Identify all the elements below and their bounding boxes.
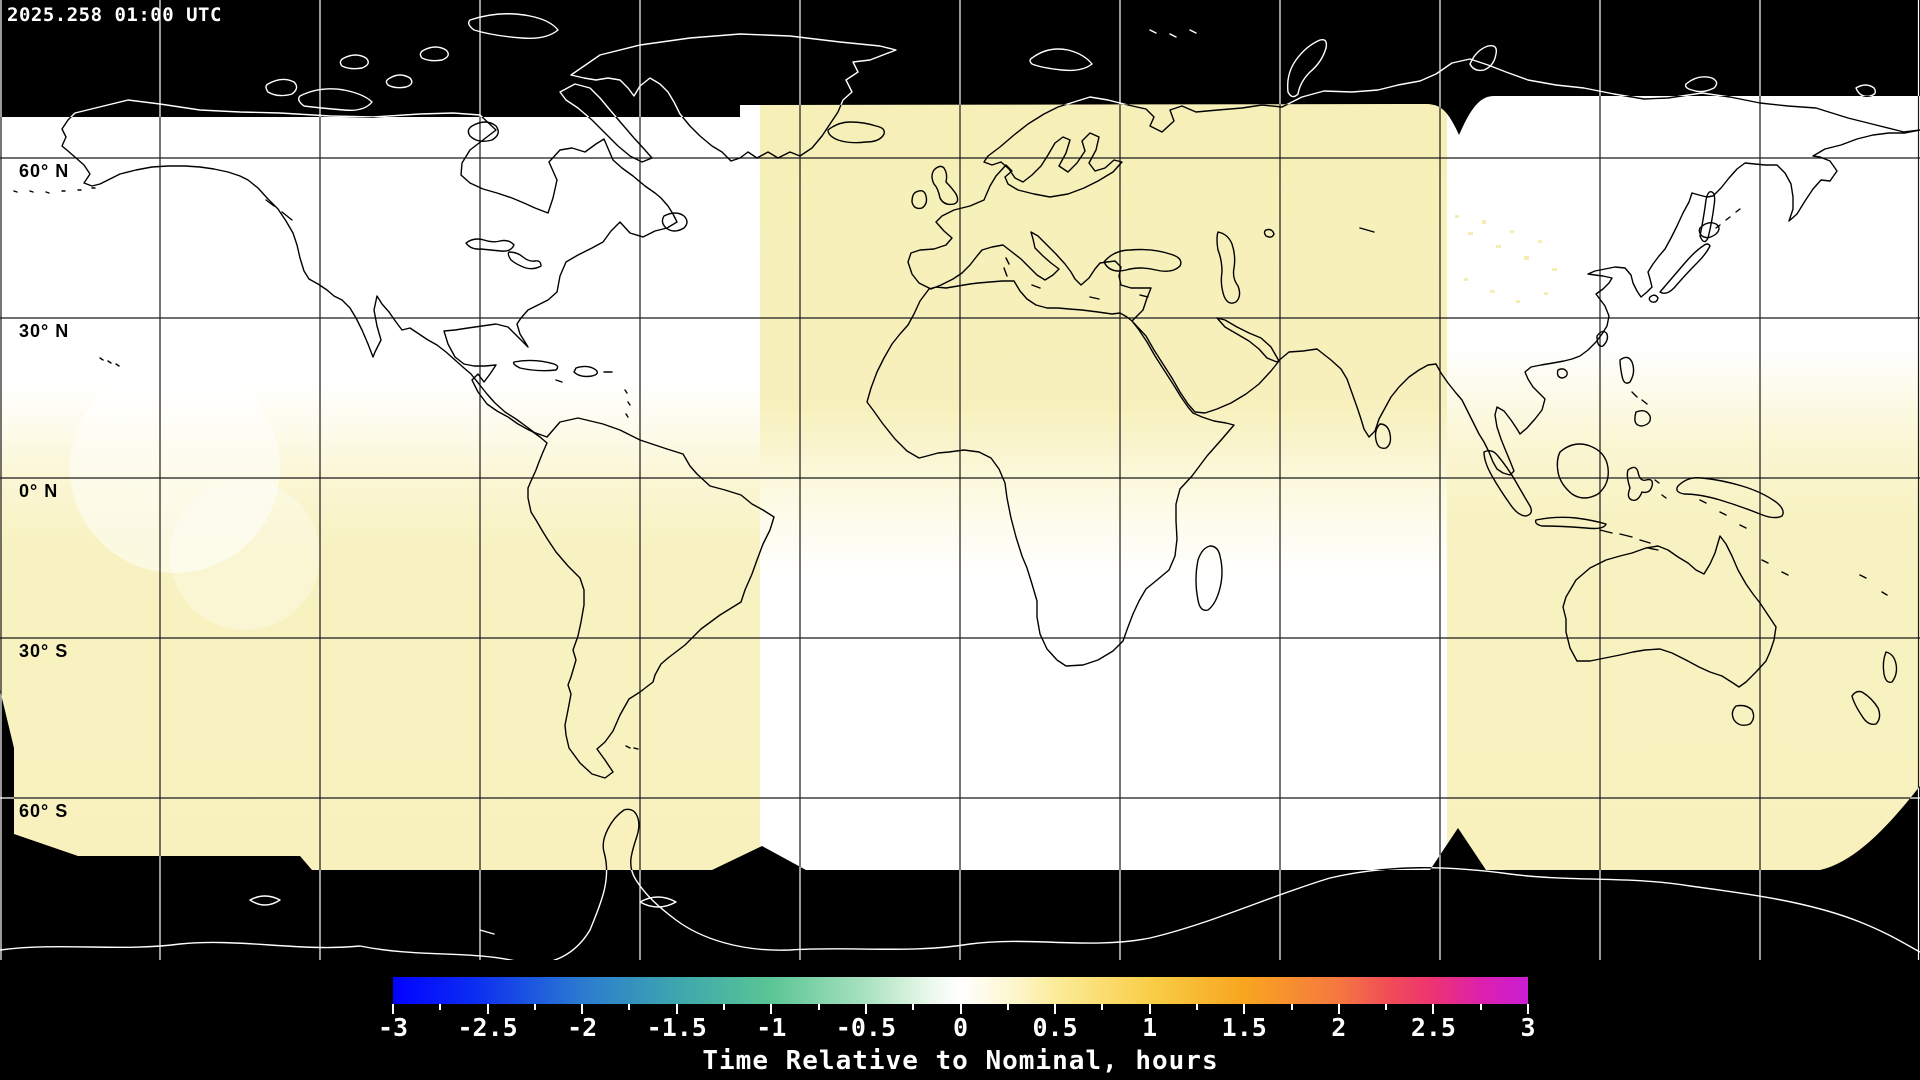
- latitude-label-60s: 60° S: [19, 801, 69, 821]
- colorbar-major-tick: [675, 1004, 678, 1014]
- colorbar-minor-tick: [1385, 1004, 1388, 1010]
- colorbar-major-tick: [1054, 1004, 1057, 1014]
- colorbar-major-tick: [770, 1004, 773, 1014]
- colorbar-minor-tick: [1006, 1004, 1009, 1010]
- colorbar-minor-tick: [1195, 1004, 1198, 1010]
- colorbar-tick-label: -1.5: [646, 1013, 707, 1042]
- colorbar-minor-tick: [817, 1004, 820, 1010]
- colorbar-major-tick: [1148, 1004, 1151, 1014]
- colorbar-minor-tick: [1290, 1004, 1293, 1010]
- colorbar-minor-tick: [912, 1004, 915, 1010]
- colorbar-minor-tick: [1479, 1004, 1482, 1010]
- colorbar-minor-tick: [723, 1004, 726, 1010]
- colorbar-tick-label: 1.5: [1221, 1013, 1267, 1042]
- colorbar-major-tick: [581, 1004, 584, 1014]
- colorbar-tick-label: -3: [377, 1013, 409, 1042]
- latitude-label-30s: 30° S: [19, 641, 69, 661]
- latitude-label-30n: 30° N: [19, 321, 70, 341]
- colorbar-major-tick: [1432, 1004, 1435, 1014]
- colorbar-tick-label: 1: [1142, 1013, 1158, 1042]
- colorbar-tick-label: -2.5: [457, 1013, 518, 1042]
- colorbar-gradient: [393, 977, 1528, 1004]
- colorbar-tick-label: 3: [1520, 1013, 1536, 1042]
- timestamp-label: 2025.258 01:00 UTC: [7, 4, 222, 26]
- colorbar-tick-label: 0: [952, 1013, 969, 1042]
- latitude-label-60n: 60° N: [19, 161, 70, 181]
- dither-speckles: [1455, 215, 1557, 303]
- colorbar-major-tick: [1243, 1004, 1246, 1014]
- colorbar-minor-tick: [1101, 1004, 1104, 1010]
- colorbar-tick-label: 0.5: [1032, 1013, 1078, 1042]
- world-map-svg: [0, 0, 1920, 965]
- colorbar-major-tick: [864, 1004, 867, 1014]
- colorbar-tick-label: -1: [756, 1013, 787, 1042]
- latitude-label-0n: 0° N: [19, 481, 59, 501]
- colorbar-tick-label: 2: [1331, 1013, 1347, 1042]
- colorbar-minor-tick: [533, 1004, 536, 1010]
- colorbar-ticks: [392, 1004, 1529, 1016]
- colorbar-minor-tick: [439, 1004, 442, 1010]
- world-map: [0, 0, 1920, 965]
- colorbar-title: Time Relative to Nominal, hours: [702, 1046, 1219, 1076]
- soft-highlight-blobs: [70, 363, 320, 630]
- colorbar-tick-label: 2.5: [1410, 1013, 1456, 1042]
- colorbar-major-tick: [486, 1004, 489, 1014]
- colorbar-major-tick: [392, 1004, 394, 1014]
- colorbar-tick-label: -0.5: [835, 1013, 897, 1042]
- colorbar-tick-labels: -3 -2.5 -2 -1.5 -1 -0.5 0 0.5 1 1.5 2 2.5 3: [378, 1013, 1536, 1043]
- colorbar-minor-tick: [628, 1004, 631, 1010]
- colorbar-major-tick: [1527, 1004, 1529, 1014]
- colorbar-major-tick: [1337, 1004, 1340, 1014]
- daylight-swath-bands: [0, 0, 1920, 960]
- colorbar-tick-label: -2: [567, 1013, 598, 1042]
- colorbar-major-tick: [959, 1004, 962, 1014]
